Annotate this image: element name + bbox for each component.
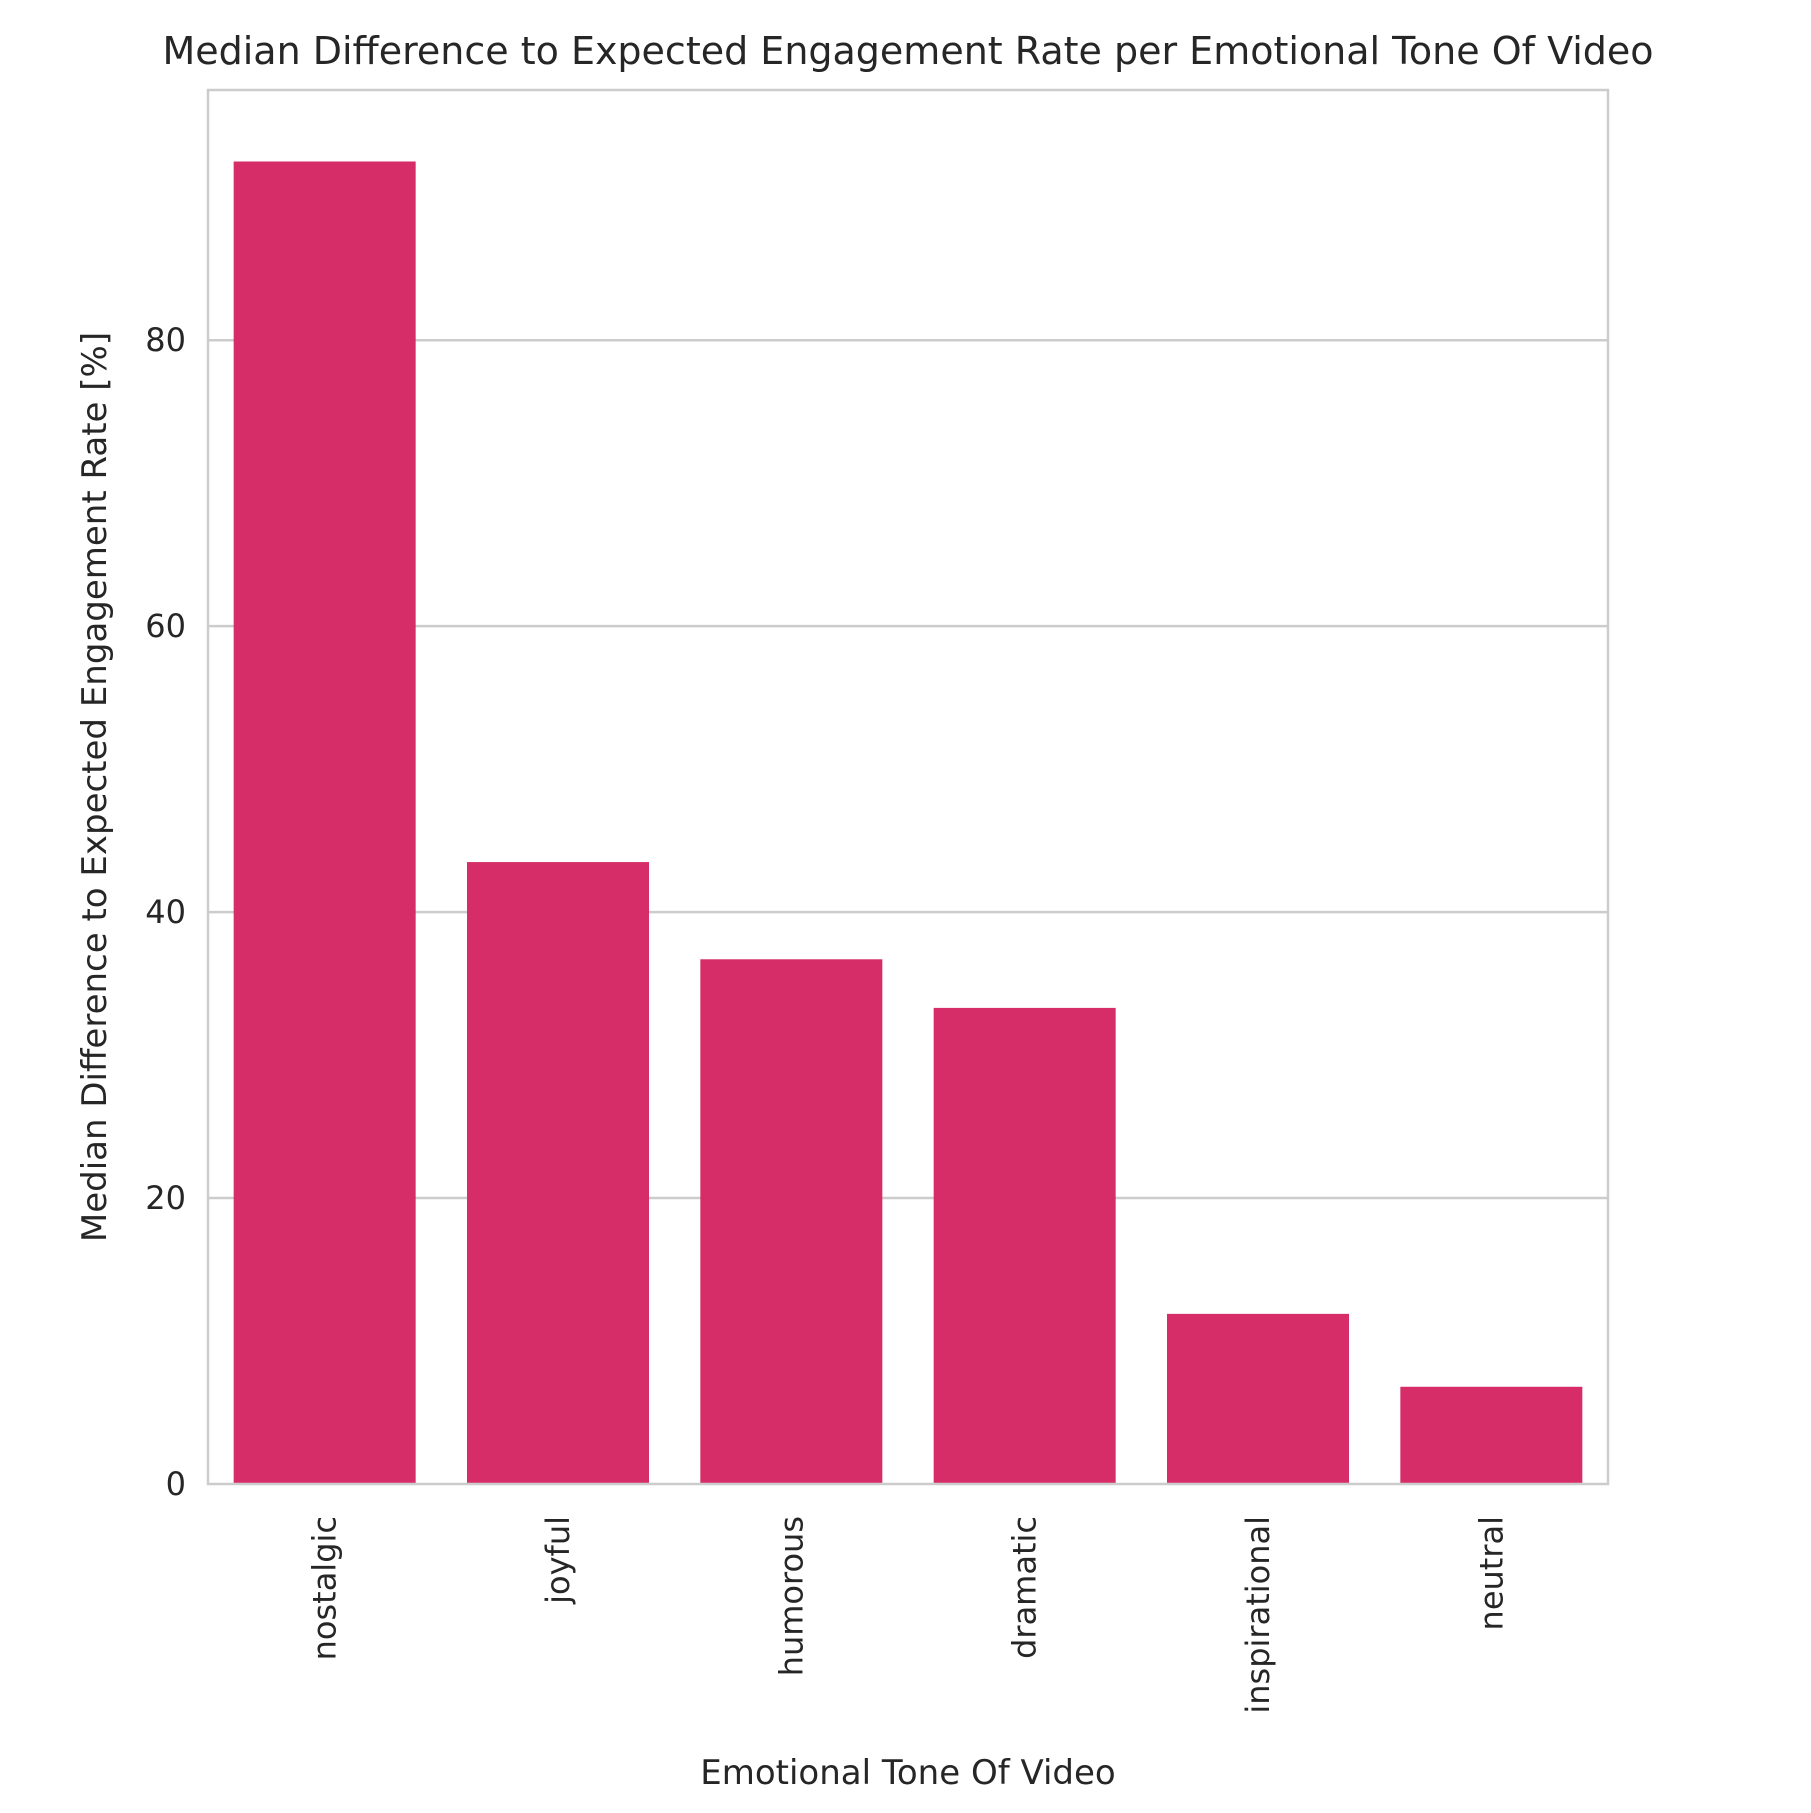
y-tick-label: 60 — [145, 607, 186, 645]
x-tick-label: inspirational — [1239, 1516, 1277, 1714]
y-tick-label: 80 — [145, 321, 186, 359]
bar-inspirational — [1167, 1313, 1349, 1483]
bars — [233, 161, 1583, 1483]
bar-dramatic — [933, 1007, 1116, 1483]
y-tick-labels: 0 20 40 60 80 — [145, 321, 186, 1503]
x-tick-label: humorous — [772, 1516, 810, 1676]
gridlines — [208, 338, 1608, 1200]
bar-nostalgic — [233, 161, 416, 1483]
y-tick-label: 0 — [166, 1465, 186, 1503]
x-tick-label: nostalgic — [306, 1516, 344, 1660]
bar-joyful — [467, 862, 649, 1483]
bar-humorous — [700, 959, 883, 1483]
x-tick-label: neutral — [1472, 1516, 1510, 1630]
chart-title: Median Difference to Expected Engagement… — [162, 29, 1653, 73]
x-tick-label: dramatic — [1006, 1516, 1044, 1659]
x-tick-label: joyful — [539, 1516, 577, 1605]
plot-frame — [206, 88, 1610, 1486]
x-tick-labels: nostalgic joyful humorous dramatic inspirati… — [306, 1516, 1511, 1714]
y-tick-label: 40 — [145, 893, 186, 931]
x-axis-label: Emotional Tone Of Video — [700, 1753, 1116, 1793]
y-tick-label: 20 — [145, 1179, 186, 1217]
bar-neutral — [1400, 1386, 1583, 1483]
y-axis-label: Median Difference to Expected Engagement… — [75, 332, 115, 1242]
